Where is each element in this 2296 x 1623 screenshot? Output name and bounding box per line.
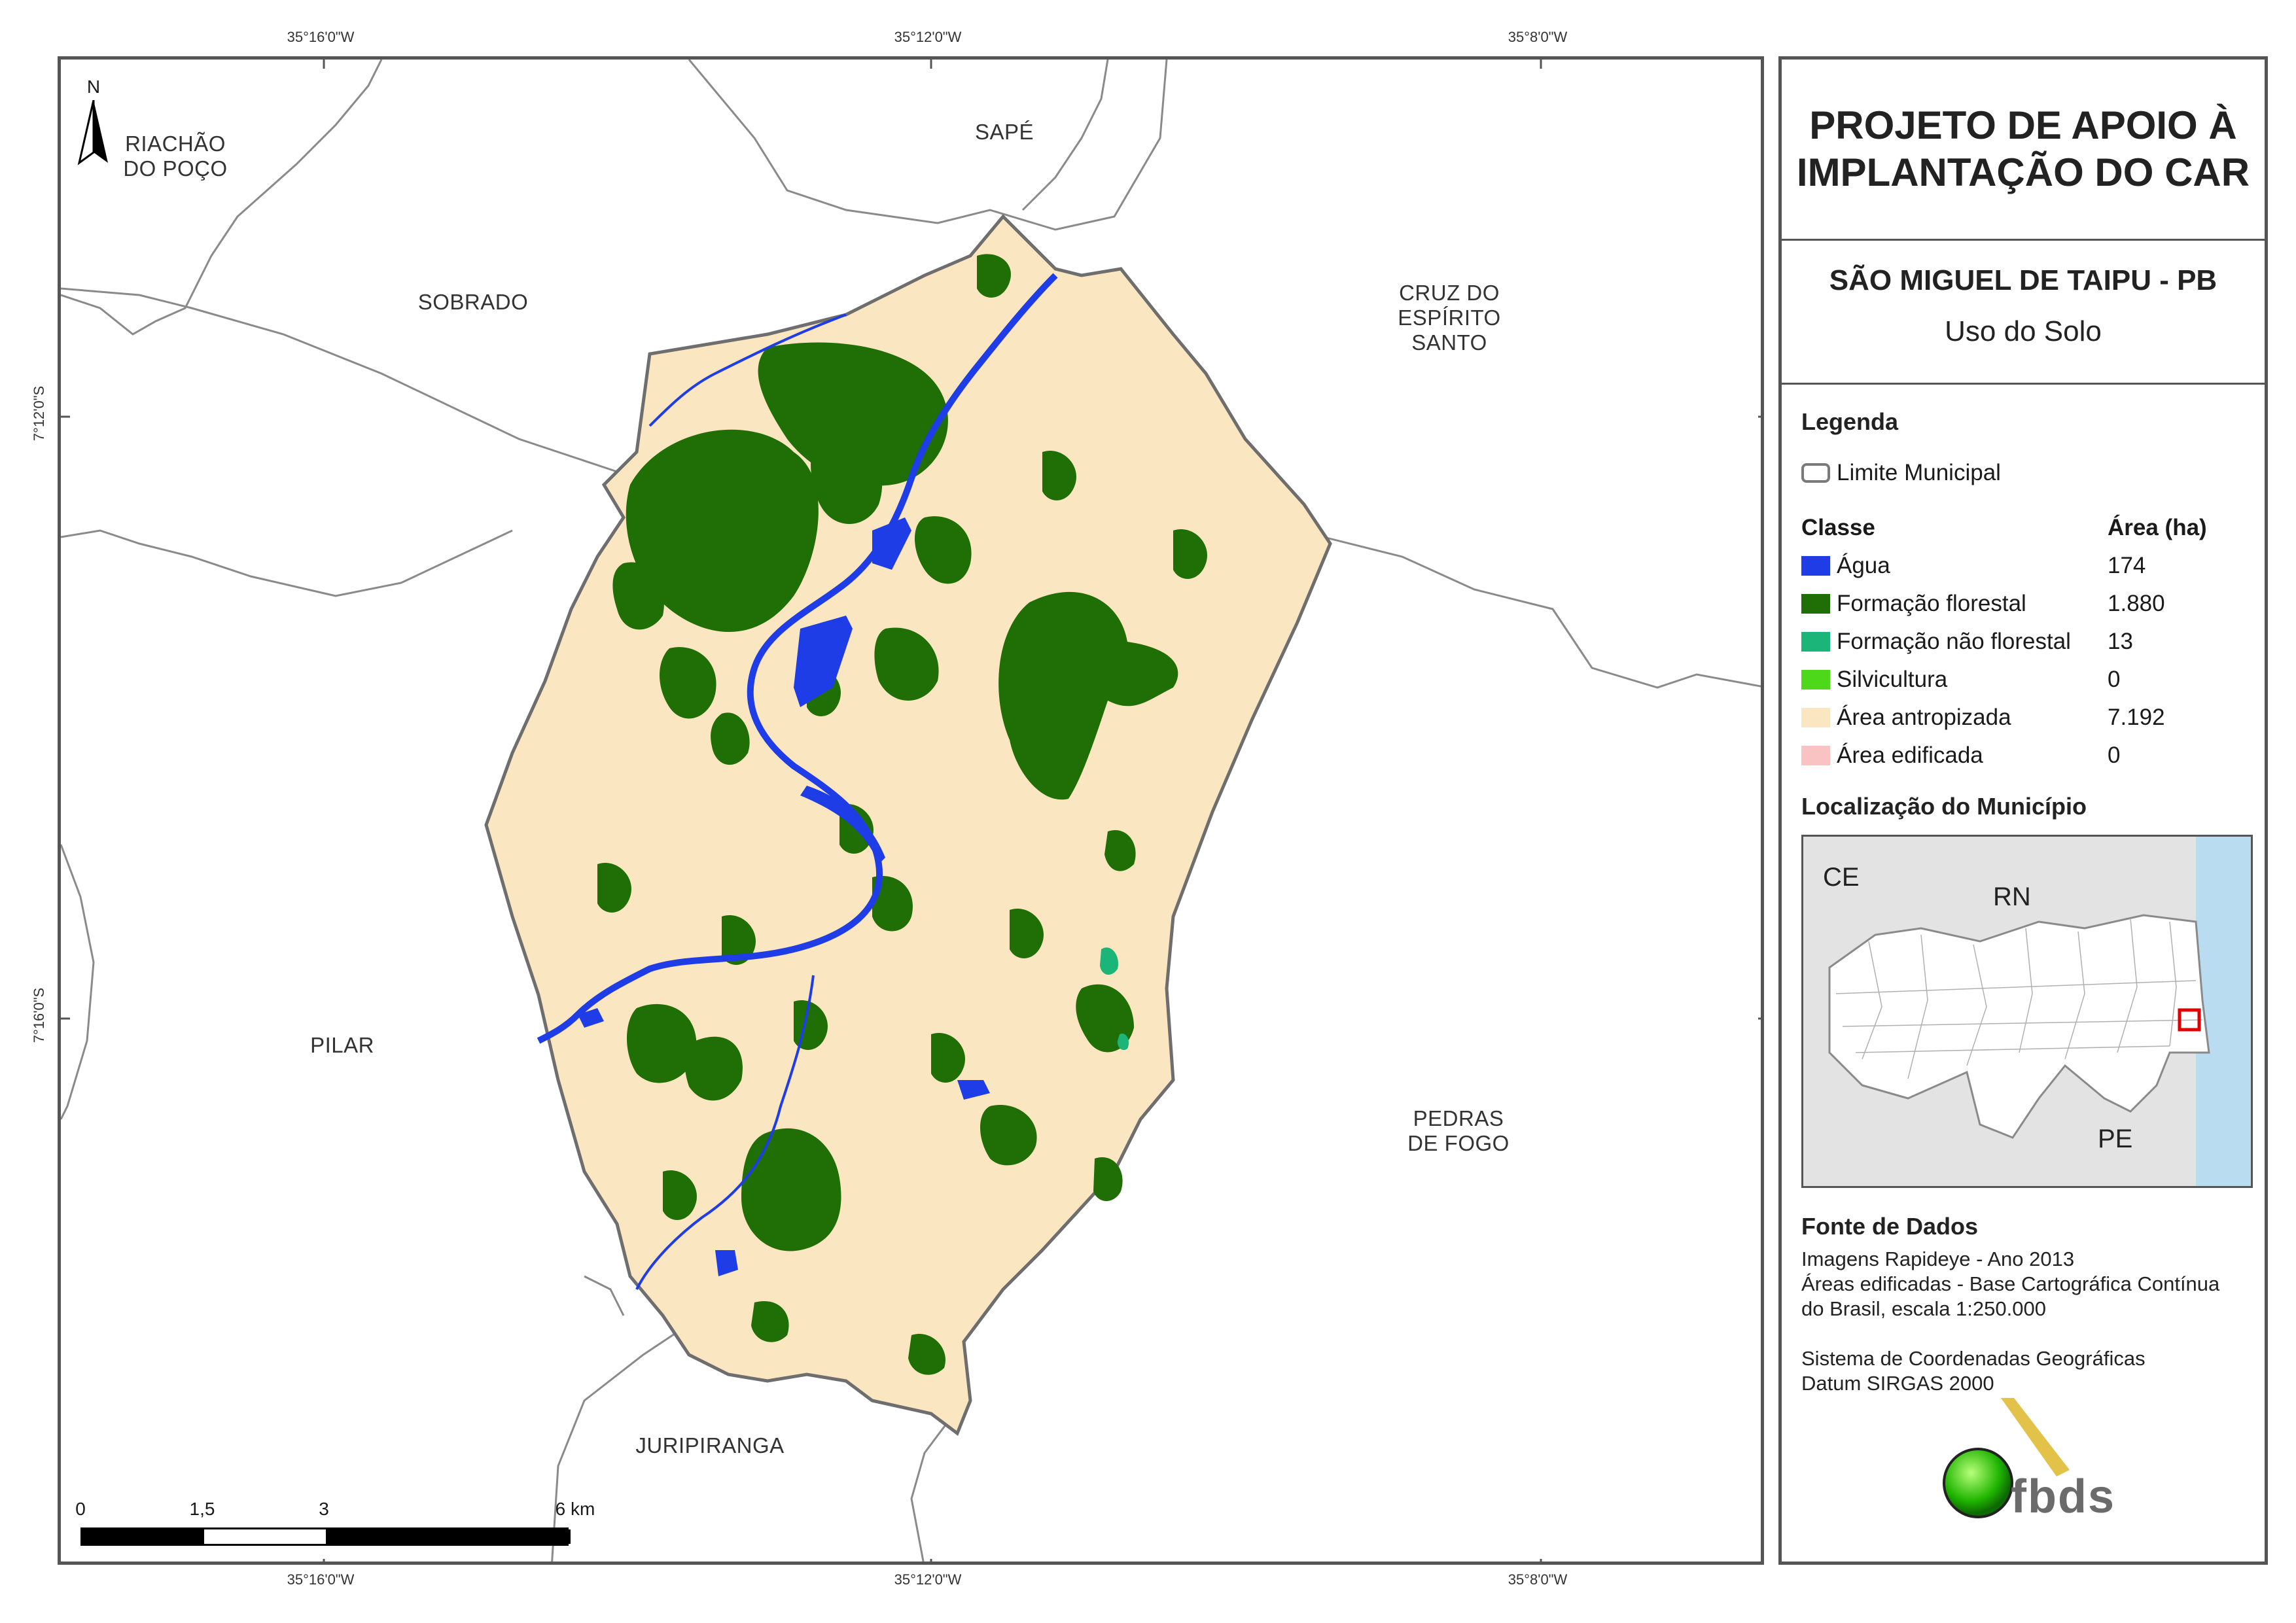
locator-label-ce: CE [1823,863,1860,892]
lon-label-bottom-2: 35°12'0"W [894,1571,962,1588]
class-swatch [1801,556,1830,576]
class-swatch [1801,594,1830,614]
legend-class-row: Silvicultura 0 [1801,661,2245,699]
lon-label-top-1: 35°16'0"W [287,29,355,45]
area-header: Área (ha) [2108,515,2207,540]
legend-class-row: Formação não florestal 13 [1801,623,2245,661]
scale-tick-3: 6 km [555,1499,595,1519]
map-frame[interactable]: N RIACHÃO DO POÇO SAPÉ SOBRADO CRUZ DO E… [58,56,1764,1565]
side-panel: PROJETO DE APOIO À IMPLANTAÇÃO DO CAR SÃ… [1778,56,2268,1565]
neighbor-label-sobrado: SOBRADO [417,290,529,314]
class-swatch [1801,708,1830,727]
lon-label-bottom-3: 35°8'0"W [1508,1571,1568,1588]
source-title: Fonte de Dados [1801,1213,1979,1240]
legend-boundary-row: Limite Municipal [1801,454,2245,492]
subtitle-box: SÃO MIGUEL DE TAIPU - PB Uso do Solo [1782,241,2265,385]
neighbor-label-juripiranga: JURIPIRANGA [635,1433,785,1457]
scale-tick-2: 3 [319,1499,329,1519]
locator-title: Localização do Município [1801,793,2087,820]
water-bodies [578,517,990,1276]
lon-label-bottom-1: 35°16'0"W [287,1571,355,1588]
locator-map: CE RN PE [1801,835,2253,1188]
scale-tick-1: 1,5 [189,1499,215,1519]
scale-tick-0: 0 [75,1499,86,1519]
land-use-map [61,60,1761,1562]
legend: Legenda Limite Municipal Classe Área (ha… [1782,385,2265,1396]
class-label: Área antropizada [1837,705,2011,730]
class-area: 174 [2108,553,2146,578]
class-label: Água [1837,553,1890,578]
neighbor-label-sape: SAPÉ [974,120,1034,144]
legend-class-row: Água 174 [1801,547,2245,585]
source-text: Imagens Rapideye - Ano 2013 Áreas edific… [1801,1248,2220,1395]
title-box: PROJETO DE APOIO À IMPLANTAÇÃO DO CAR [1782,60,2265,241]
north-arrow: N [74,77,113,166]
class-swatch [1801,632,1830,652]
class-area: 13 [2108,629,2133,654]
legend-class-row: Área antropizada 7.192 [1801,699,2245,737]
neighbor-label-riachao: RIACHÃO DO POÇO [123,131,228,181]
class-header: Classe [1801,515,1875,540]
legend-header-row: Classe Área (ha) [1801,509,2245,547]
class-label: Silvicultura [1837,667,1948,692]
logo-text: fbds [2011,1471,2115,1523]
class-swatch [1801,670,1830,689]
river [537,273,1058,1290]
class-swatch [1801,746,1830,765]
lon-label-top-2: 35°12'0"W [894,29,962,45]
legend-class-row: Área edificada 0 [1801,737,2245,775]
class-label: Área edificada [1837,742,1983,768]
lat-label-1: 7°12'0"S [31,385,47,442]
class-area: 1.880 [2108,591,2165,616]
class-label: Formação não florestal [1837,629,2071,654]
forest-patches [597,254,1207,1375]
neighbor-label-pilar: PILAR [310,1033,374,1057]
neighbor-label-cruz: CRUZ DO ESPÍRITO SANTO [1398,281,1501,355]
lat-label-2: 7°16'0"S [31,987,47,1043]
graticule-ticks [61,60,1761,1562]
class-label: Formação florestal [1837,591,2026,616]
main-title: PROJETO DE APOIO À IMPLANTAÇÃO DO CAR [1796,103,2250,194]
neighbor-label-pedras: PEDRAS DE FOGO [1407,1106,1510,1155]
fbds-logo: fbds [1939,1398,2135,1535]
boundary-swatch [1801,463,1830,483]
north-letter: N [86,77,101,97]
boundary-label: Limite Municipal [1837,460,2001,485]
locator-label-rn: RN [1993,882,2031,911]
neighbor-boundaries [61,60,1761,1562]
locator-label-pe: PE [2098,1125,2133,1153]
class-area: 0 [2108,742,2121,768]
legend-title: Legenda [1801,408,1899,435]
locator-map-graphic [1828,837,2251,1186]
class-area: 7.192 [2108,705,2165,730]
lon-label-top-3: 35°8'0"W [1508,29,1568,45]
fbds-logo-icon [1943,1398,2070,1518]
class-area: 0 [2108,667,2121,692]
class-list: Água 174 Formação florestal 1.880 Formaç… [1801,547,2245,775]
scale-bar-boxes [80,1527,571,1546]
municipality-name: SÃO MIGUEL DE TAIPU - PB [1829,264,2217,296]
map-theme: Uso do Solo [1945,315,2102,347]
scale-bar: 0 1,5 3 6 km [74,1499,595,1551]
nonforest-patches [1100,947,1129,1051]
north-arrow-icon [77,100,108,166]
legend-class-row: Formação florestal 1.880 [1801,585,2245,623]
